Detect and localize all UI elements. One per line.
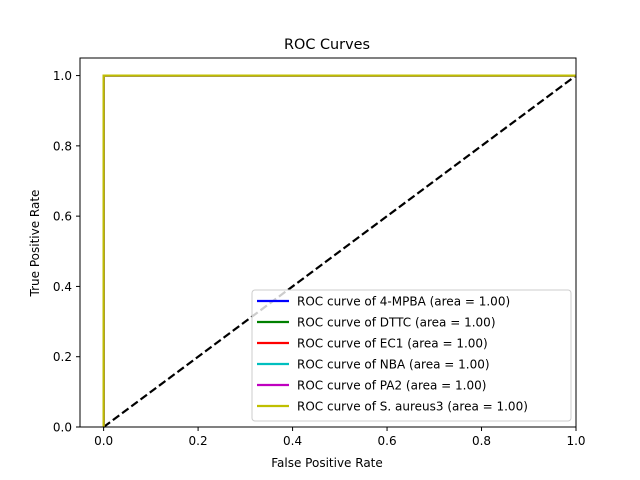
y-tick-label: 0.8 <box>53 139 72 153</box>
y-tick-label: 0.0 <box>53 421 72 435</box>
legend-entry-label: ROC curve of EC1 (area = 1.00) <box>297 337 488 351</box>
legend: ROC curve of 4-MPBA (area = 1.00) ROC cur… <box>251 289 572 422</box>
plot-area <box>102 74 577 428</box>
chart-title: ROC Curves <box>284 37 370 53</box>
x-axis-label: False Positive Rate <box>271 456 383 470</box>
axes-frame <box>79 57 577 428</box>
y-axis-label: True Positive Rate <box>28 190 42 298</box>
legend-box <box>251 289 572 422</box>
x-tick-label: 0.6 <box>378 434 397 448</box>
legend-entry-label: ROC curve of DTTC (area = 1.00) <box>297 316 496 330</box>
axes: 0.0 0.2 0.4 0.6 0.8 1.0 0.0 0.2 0.4 0.6 0.8 1.0 <box>53 57 586 448</box>
legend-entry-label: ROC curve of 4-MPBA (area = 1.00) <box>297 295 510 309</box>
legend-entry-label: ROC curve of NBA (area = 1.00) <box>297 358 490 372</box>
y-tick-label: 1.0 <box>53 69 72 83</box>
legend-entry-label: ROC curve of PA2 (area = 1.00) <box>297 379 486 393</box>
y-tick-label: 0.6 <box>53 210 72 224</box>
x-tick-label: 0.0 <box>94 434 113 448</box>
x-tick-label: 1.0 <box>566 434 585 448</box>
roc-curve-line-5 <box>102 74 576 427</box>
y-tick-label: 0.4 <box>53 280 72 294</box>
x-tick-label: 0.4 <box>283 434 302 448</box>
x-tick-label: 0.8 <box>472 434 491 448</box>
diagonal-reference-line <box>102 74 577 428</box>
x-tick-label: 0.2 <box>189 434 208 448</box>
y-tick-label: 0.2 <box>53 350 72 364</box>
legend-entry-label: ROC curve of S. aureus3 (area = 1.00) <box>297 400 528 414</box>
